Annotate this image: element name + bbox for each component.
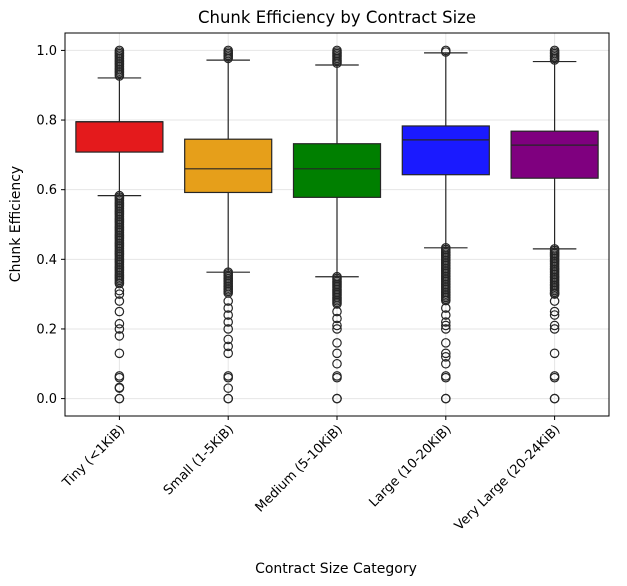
x-axis: Tiny (<1KiB) Small (1-5KiB) Medium (5-10Ki… xyxy=(59,416,563,534)
outlier-point xyxy=(332,299,342,309)
outlier-point xyxy=(440,317,451,327)
outlier-point xyxy=(549,289,560,299)
box-group xyxy=(292,45,382,404)
x-tick-label: Very Large (20-24KiB) xyxy=(452,422,564,534)
x-axis-label: Contract Size Category xyxy=(255,561,417,577)
outlier-point xyxy=(114,306,125,317)
outlier-point xyxy=(549,371,560,381)
y-axis: 0.0 0.2 0.4 0.6 0.8 1.0 xyxy=(36,44,65,407)
outlier-point xyxy=(114,331,125,341)
box-group xyxy=(401,45,490,404)
outlier-point xyxy=(223,303,233,313)
box-group xyxy=(184,45,273,404)
outlier-point xyxy=(332,358,342,369)
outlier-point xyxy=(114,382,125,393)
outlier-point xyxy=(440,393,451,404)
outlier-point xyxy=(549,296,560,306)
outlier-point xyxy=(549,306,560,317)
outlier-point xyxy=(440,303,451,313)
outlier-point xyxy=(223,371,233,381)
outlier-point xyxy=(332,393,342,404)
y-tick-label: 0.8 xyxy=(36,114,57,129)
box-group xyxy=(510,45,599,404)
box-group xyxy=(75,45,164,404)
box-iqr xyxy=(292,143,382,198)
box-iqr xyxy=(184,138,273,194)
x-tick-label: Medium (5-10KiB) xyxy=(253,422,346,515)
box-iqr xyxy=(510,130,599,179)
y-axis-label: Chunk Efficiency xyxy=(8,166,24,282)
outlier-point xyxy=(223,383,233,393)
outlier-point xyxy=(114,285,125,296)
outlier-point xyxy=(332,371,342,381)
outlier-point xyxy=(332,348,342,359)
outlier-point xyxy=(440,338,451,348)
outlier-point xyxy=(223,317,233,327)
box-iqr xyxy=(75,121,164,153)
outlier-point xyxy=(223,296,233,306)
outlier-point xyxy=(114,289,125,299)
outlier-point xyxy=(332,306,342,317)
y-tick-label: 0.4 xyxy=(36,253,57,268)
x-tick-label: Small (1-5KiB) xyxy=(161,422,237,498)
y-tick-label: 0.2 xyxy=(36,322,57,337)
outlier-point xyxy=(223,348,233,359)
outlier-point xyxy=(114,393,125,404)
outlier-point xyxy=(440,320,451,331)
outlier-point xyxy=(114,371,125,381)
outlier-point xyxy=(332,338,342,348)
outlier-point xyxy=(440,295,451,306)
outlier-point xyxy=(332,324,342,334)
box-iqr xyxy=(401,125,490,176)
outlier-point xyxy=(223,310,233,320)
outlier-point xyxy=(223,324,233,334)
outlier-point xyxy=(114,318,125,329)
outlier-point xyxy=(549,348,560,359)
outlier-point xyxy=(440,310,451,320)
outlier-point xyxy=(114,324,125,334)
outlier-point xyxy=(440,352,451,362)
outlier-point xyxy=(549,393,560,404)
outlier-point xyxy=(440,348,451,359)
y-tick-label: 1.0 xyxy=(36,44,57,59)
y-tick-label: 0.6 xyxy=(36,183,57,198)
outlier-point xyxy=(549,310,560,320)
x-tick-label: Tiny (<1KiB) xyxy=(59,422,128,491)
y-tick-label: 0.0 xyxy=(36,392,57,407)
outlier-point xyxy=(223,393,233,404)
outlier-point xyxy=(114,296,125,306)
plot-area xyxy=(75,45,599,404)
outlier-point xyxy=(223,334,233,345)
outlier-point xyxy=(549,324,560,334)
x-tick-label: Large (10-20KiB) xyxy=(366,422,454,510)
outlier-point xyxy=(332,320,342,331)
outlier-point xyxy=(549,320,560,331)
chart-title: Chunk Efficiency by Contract Size xyxy=(198,8,476,27)
outlier-point xyxy=(223,341,233,352)
outlier-point xyxy=(440,358,451,369)
outlier-point xyxy=(332,313,342,324)
outlier-point xyxy=(114,348,125,359)
outlier-point xyxy=(440,324,451,334)
outlier-point xyxy=(114,278,125,289)
outlier-point xyxy=(440,371,451,381)
